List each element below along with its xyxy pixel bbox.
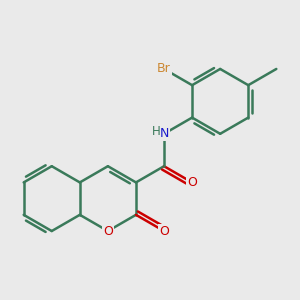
Text: Br: Br xyxy=(157,62,171,76)
Text: O: O xyxy=(159,224,169,238)
Text: O: O xyxy=(187,176,197,189)
Text: O: O xyxy=(103,224,113,238)
Text: H: H xyxy=(152,125,161,138)
Text: N: N xyxy=(159,127,169,140)
